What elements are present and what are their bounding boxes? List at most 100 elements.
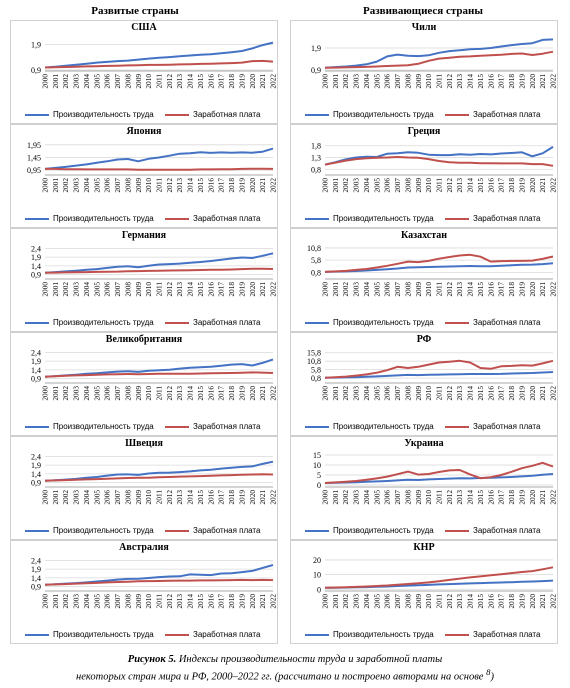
chart-legend: Производительность труда Заработная плата [305,630,551,641]
x-tick-label: 2003 [72,178,81,193]
y-tick-label: 15 [313,451,321,460]
y-tick-label: 1,95 [27,141,41,150]
x-tick-label: 2008 [403,282,412,297]
chart-panel: Украина 0 5 10 15 2000 2001 2002 2003 2004 2005 200… [290,436,558,540]
x-tick-label: 2003 [352,178,361,193]
x-tick-label: 2000 [41,74,50,89]
chart-legend: Производительность труда Заработная плата [25,422,271,433]
legend-item-wages: Заработная плата [445,214,540,223]
x-tick-label: 2002 [341,74,350,89]
legend-item-productivity: Производительность труда [25,318,154,327]
x-tick-label: 2014 [466,282,475,297]
x-tick-label: 2008 [403,178,412,193]
legend-label: Производительность труда [53,422,154,431]
x-tick-label: 2005 [372,178,381,193]
x-tick-label: 2010 [424,282,433,297]
legend-swatch [305,321,329,324]
chart-legend: Производительность труда Заработная плата [305,110,551,121]
chart-panel: Великобритания 0,9 1,4 1,9 2,4 2000 2001 2002 20… [10,332,278,436]
x-tick-label: 2001 [51,490,60,505]
productivity-line [324,146,554,166]
x-tick-label: 2014 [186,386,195,401]
chart-panel: США 0,9 1,9 2000 2001 2002 2003 2004 2005 2006 200… [10,20,278,124]
x-tick-label: 2021 [258,386,267,401]
x-tick-label: 2014 [466,178,475,193]
legend-swatch [305,633,329,636]
chart-legend: Производительность труда Заработная плата [25,214,271,225]
legend-item-productivity: Производительность труда [305,422,434,431]
x-tick-label: 2002 [61,386,70,401]
column-header-developing: Развивающиеся страны [363,5,483,17]
chart-title: Швеция [125,438,163,449]
x-tick-label: 2019 [237,490,246,505]
y-tick-label: 1,4 [31,470,41,479]
x-tick-label: 2021 [538,74,547,89]
productivity-line [44,252,274,274]
x-tick-label: 2008 [123,282,132,297]
y-tick-label: 2,4 [31,348,41,357]
legend-item-productivity: Производительность труда [25,422,154,431]
x-tick-label: 2017 [217,282,226,297]
chart-title: Великобритания [105,334,183,345]
x-tick-label: 2012 [445,490,454,505]
legend-item-productivity: Производительность труда [305,630,434,639]
x-tick-label: 2012 [165,490,174,505]
x-tick-label: 2013 [175,74,184,89]
x-tick-label: 2007 [393,74,402,89]
x-tick-label: 2016 [486,386,495,401]
x-tick-label: 2018 [227,74,236,89]
x-tick-label: 2000 [41,282,50,297]
x-tick-label: 2016 [486,74,495,89]
x-tick-label: 2021 [538,178,547,193]
y-tick-label: 1,9 [311,44,321,53]
legend-item-productivity: Производительность труда [25,110,154,119]
chart-title: Япония [126,126,162,137]
x-tick-label: 2009 [134,178,143,193]
x-tick-label: 2009 [134,490,143,505]
legend-item-productivity: Производительность труда [305,110,434,119]
x-tick-label: 2011 [155,490,164,505]
x-tick-label: 2007 [113,594,122,609]
x-tick-label: 2002 [61,178,70,193]
legend-swatch [305,113,329,116]
x-tick-label: 2014 [466,594,475,609]
x-tick-label: 2006 [383,282,392,297]
legend-item-wages: Заработная плата [445,318,540,327]
x-tick-label: 2018 [507,178,516,193]
x-tick-label: 2016 [206,386,215,401]
x-tick-label: 2009 [414,282,423,297]
caption-line-1: Индексы производительности труда и зараб… [178,654,443,665]
x-tick-label: 2012 [165,178,174,193]
x-tick-label: 2006 [103,282,112,297]
x-tick-label: 2022 [269,74,278,89]
x-tick-label: 2017 [497,490,506,505]
x-tick-label: 2012 [445,282,454,297]
x-tick-label: 2016 [486,178,495,193]
x-tick-label: 2009 [414,594,423,609]
y-tick-label: 10 [313,461,321,470]
x-tick-label: 2004 [82,282,91,297]
x-tick-label: 2022 [269,594,278,609]
legend-item-wages: Заработная плата [165,422,260,431]
x-tick-label: 2009 [134,282,143,297]
x-tick-label: 2011 [155,74,164,89]
x-tick-label: 2008 [123,490,132,505]
legend-item-wages: Заработная плата [445,630,540,639]
legend-swatch [25,425,49,428]
x-tick-label: 2005 [372,282,381,297]
x-tick-label: 2022 [269,282,278,297]
y-tick-label: 0 [317,585,321,594]
caption-footnote-mark: 8 [486,667,491,677]
productivity-line [44,358,274,378]
x-tick-label: 2005 [372,594,381,609]
x-tick-label: 2001 [331,178,340,193]
wages-line [324,461,554,484]
x-tick-label: 2010 [144,386,153,401]
y-tick-label: 1,4 [31,574,41,583]
x-tick-label: 2006 [383,490,392,505]
x-tick-label: 2015 [196,178,205,193]
x-tick-label: 2022 [269,490,278,505]
